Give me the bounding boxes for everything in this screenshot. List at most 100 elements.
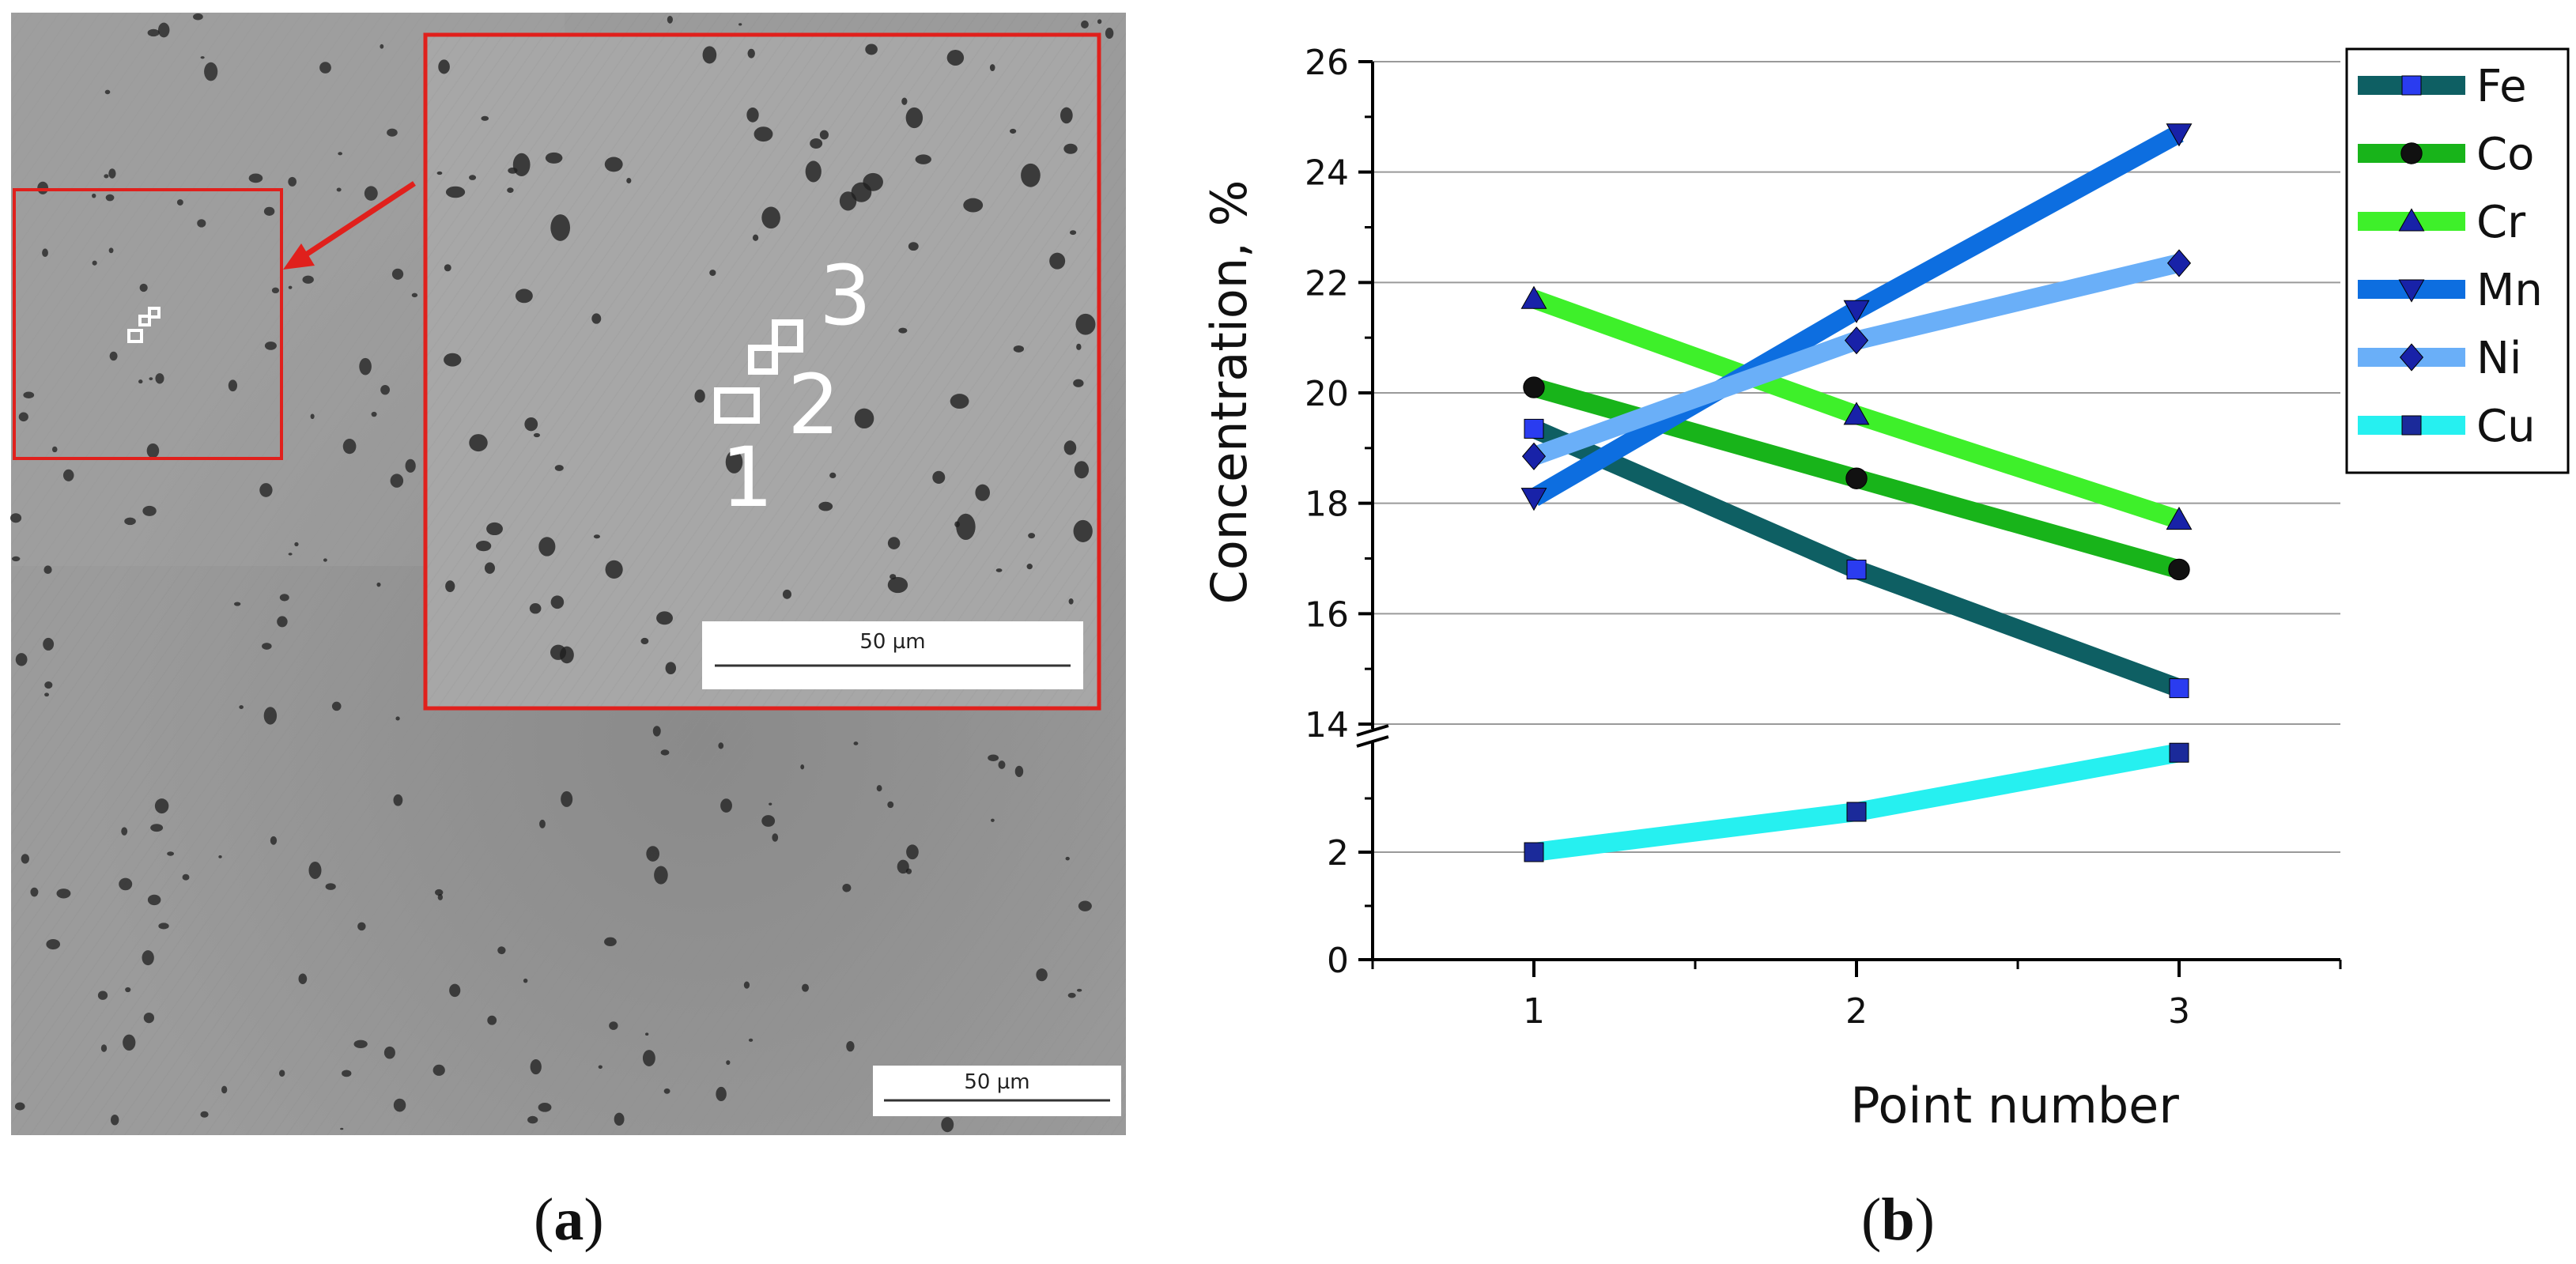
pore bbox=[277, 616, 288, 628]
pore bbox=[800, 764, 805, 770]
pore bbox=[1067, 992, 1076, 998]
pore bbox=[263, 206, 275, 216]
pore bbox=[890, 574, 897, 580]
pore bbox=[193, 13, 203, 21]
pore bbox=[946, 50, 965, 66]
pore bbox=[720, 798, 732, 813]
x-tick-label: 2 bbox=[1845, 991, 1868, 1032]
pore bbox=[43, 565, 52, 575]
pore bbox=[342, 439, 357, 455]
pore bbox=[604, 157, 623, 172]
legend-item-Co: Co bbox=[2358, 129, 2534, 180]
pore bbox=[897, 859, 909, 874]
pore bbox=[469, 175, 477, 180]
pore bbox=[124, 517, 136, 526]
pore bbox=[1014, 765, 1024, 778]
legend-item-Fe: Fe bbox=[2358, 61, 2527, 112]
pore bbox=[338, 152, 342, 156]
x-tick-label: 1 bbox=[1523, 991, 1545, 1032]
y-tick-label: 2 bbox=[1327, 833, 1349, 873]
pore bbox=[663, 1088, 670, 1094]
pore bbox=[294, 541, 299, 547]
pore bbox=[469, 434, 488, 452]
pore bbox=[726, 1060, 731, 1066]
pore bbox=[654, 866, 668, 885]
pore bbox=[288, 176, 297, 187]
pore bbox=[142, 505, 157, 516]
pore bbox=[1073, 379, 1084, 387]
pore bbox=[239, 705, 244, 709]
square-marker bbox=[2169, 742, 2189, 763]
pore bbox=[23, 391, 35, 398]
series-Cu bbox=[1524, 742, 2189, 862]
y-tick-label: 26 bbox=[1305, 43, 1349, 83]
pore bbox=[975, 484, 990, 501]
pore bbox=[325, 883, 336, 890]
pore bbox=[147, 894, 161, 906]
pore bbox=[1060, 107, 1073, 124]
pore bbox=[331, 701, 342, 711]
pore bbox=[9, 513, 22, 523]
pore bbox=[550, 644, 567, 660]
pore bbox=[228, 379, 238, 392]
pore bbox=[445, 186, 466, 198]
pore bbox=[725, 451, 743, 474]
pore bbox=[626, 177, 632, 183]
pore bbox=[262, 643, 272, 650]
pore bbox=[752, 234, 759, 241]
pore bbox=[30, 887, 39, 897]
pore bbox=[851, 182, 872, 202]
pore bbox=[46, 938, 61, 950]
pore bbox=[21, 854, 29, 864]
pore bbox=[438, 59, 450, 74]
legend-item-Mn: Mn bbox=[2358, 265, 2543, 316]
legend: Fe Co Cr Mn Ni Cu bbox=[2345, 47, 2570, 474]
pore bbox=[43, 637, 55, 651]
pore bbox=[887, 576, 908, 594]
pore bbox=[748, 1038, 754, 1042]
pore bbox=[481, 115, 489, 121]
pore bbox=[609, 1021, 618, 1030]
pore bbox=[906, 844, 919, 860]
pore bbox=[901, 97, 908, 105]
pore bbox=[598, 1065, 602, 1070]
pore bbox=[1075, 313, 1096, 335]
pore bbox=[761, 206, 780, 229]
pore bbox=[819, 130, 829, 140]
pore bbox=[539, 819, 546, 828]
pore bbox=[887, 537, 901, 549]
pore bbox=[642, 1050, 655, 1066]
pore bbox=[436, 171, 443, 175]
pore bbox=[842, 883, 852, 892]
legend-box bbox=[2345, 47, 2570, 474]
pore bbox=[155, 373, 164, 384]
pore bbox=[523, 978, 528, 983]
pore bbox=[380, 384, 390, 395]
pore bbox=[11, 556, 21, 562]
pore bbox=[887, 801, 894, 809]
pore bbox=[445, 580, 455, 592]
pore bbox=[44, 692, 50, 697]
pore bbox=[908, 242, 919, 251]
pore bbox=[605, 560, 623, 579]
pore bbox=[182, 873, 190, 881]
pore bbox=[104, 174, 109, 179]
y-tick-label: 18 bbox=[1305, 485, 1349, 525]
diamond-marker bbox=[1521, 442, 1547, 470]
selection-frame bbox=[13, 188, 283, 460]
pore bbox=[1036, 968, 1048, 982]
pore bbox=[310, 413, 315, 420]
pore bbox=[1065, 856, 1070, 861]
micrograph-panel: 1 2 3 50 µm 50 µm bbox=[0, 0, 1139, 1138]
series-Ni bbox=[1521, 249, 2192, 470]
y-axis-label: Concentration, % bbox=[1200, 180, 1258, 605]
pore bbox=[200, 56, 205, 59]
pore bbox=[475, 541, 492, 552]
point-2-label: 2 bbox=[788, 357, 840, 453]
pore bbox=[432, 1064, 445, 1076]
pore bbox=[123, 1034, 136, 1051]
pore bbox=[941, 1117, 954, 1133]
axis-break-mark bbox=[1356, 735, 1389, 748]
pore bbox=[342, 1070, 352, 1077]
triangle-up-marker bbox=[2166, 507, 2193, 530]
